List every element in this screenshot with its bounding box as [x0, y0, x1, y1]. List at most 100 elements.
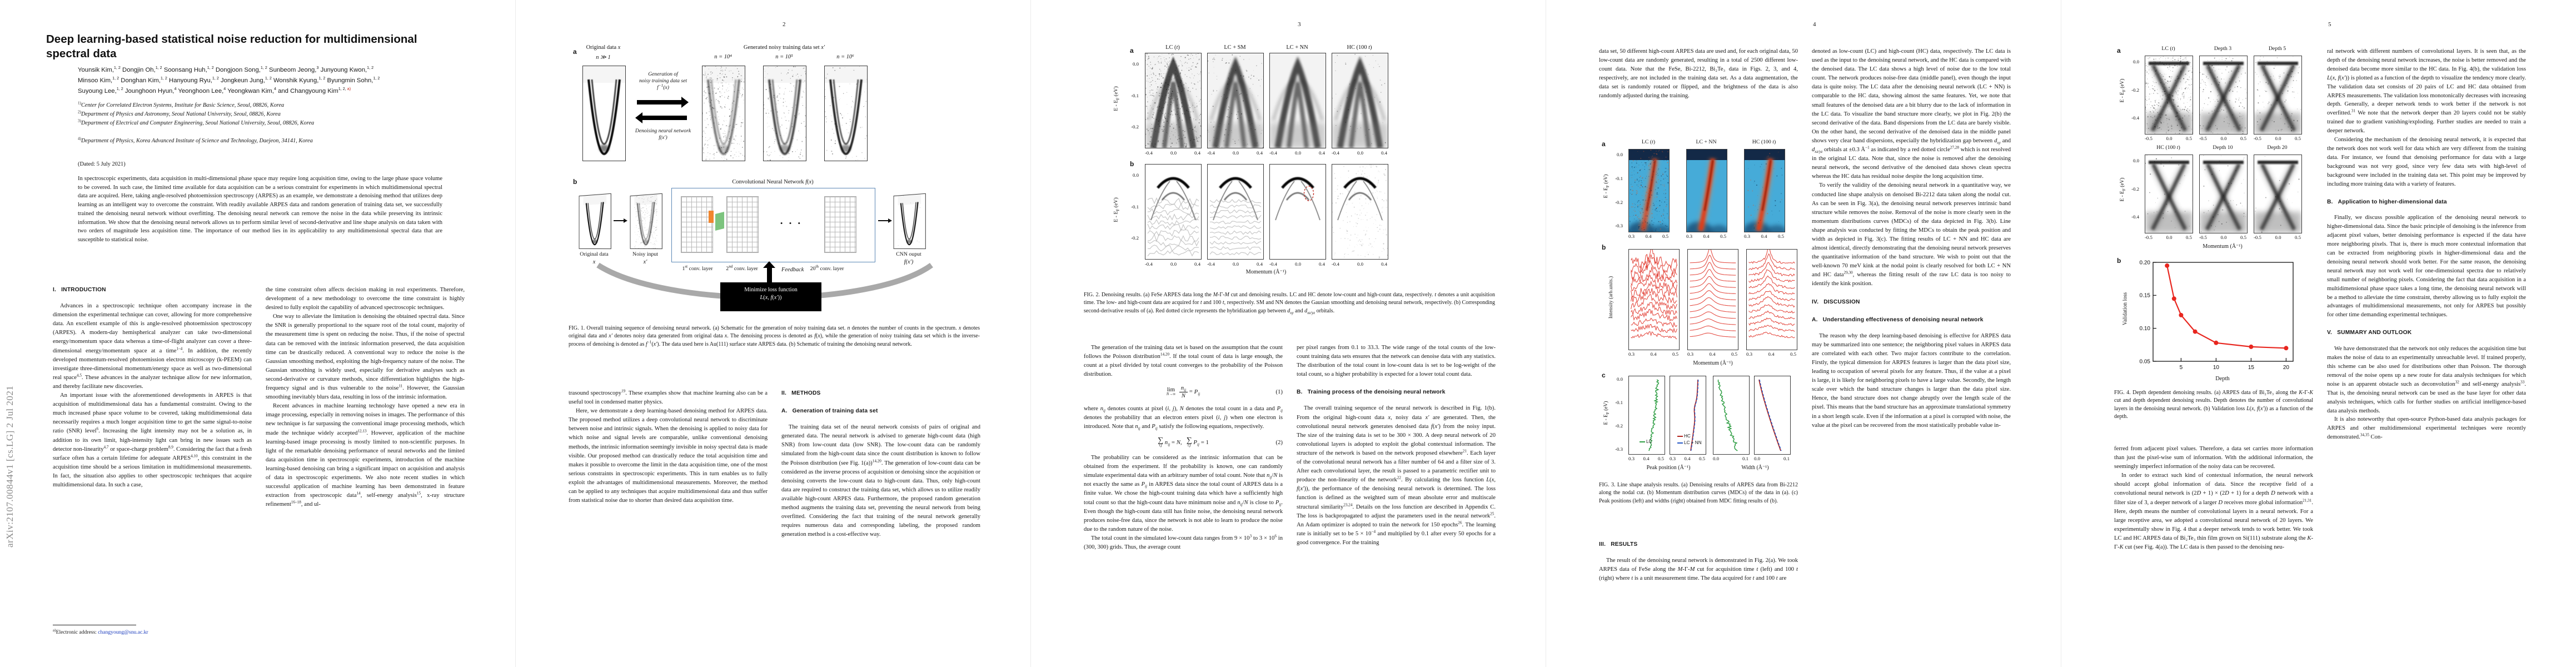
tick-label: -0.3 [1615, 222, 1623, 228]
fig3-b-panel-lcnn [1687, 249, 1738, 350]
fig2-a-xticks-4: -0.4 0.0 0.4 [1332, 150, 1387, 156]
fig2-b-xticks-2: -0.4 0.0 0.4 [1207, 261, 1263, 267]
legend-line-red [1677, 435, 1683, 437]
tick-label: 0.5 [2186, 136, 2192, 141]
tick-label: 0.5 [1672, 351, 1678, 357]
fig1-generation-label: Generation of noisy training data set f−1(… [639, 71, 687, 91]
paragraph: trasound spectroscopy19. These examples … [569, 389, 768, 406]
fig3-c-xlabel-right: Width (Å⁻¹) [1741, 465, 1769, 471]
tick-label: 0.0 [1357, 150, 1363, 156]
tick-label: -0.5 [2145, 136, 2153, 141]
paragraph: It is also noteworthy that open-source P… [2327, 416, 2526, 441]
tick-label: -0.5 [2254, 136, 2261, 141]
tick-label: -0.4 [1145, 150, 1153, 156]
column-right: the time constraint often affects decisi… [266, 286, 465, 509]
tick-label: -0.1 [1131, 203, 1139, 210]
page-number: 2 [783, 21, 786, 28]
fig4-a-depth20 [2254, 155, 2302, 233]
paragraph: ral network with different numbers of co… [2327, 48, 2526, 135]
paragraph: We have demonstrated that the network no… [2327, 346, 2527, 414]
tick-label: -0.5 [2199, 235, 2207, 240]
fig3-a-xticks-3: 0.3 0.4 0.5 [1744, 233, 1784, 239]
tick-label: 0.5 [1720, 233, 1726, 239]
fig3-b-xlabel: Momentum (Å⁻¹) [1693, 360, 1733, 366]
tick-label: 0.5 [2240, 136, 2246, 141]
fig1-b-noisy-label: Noisy input [632, 251, 658, 257]
tick-label: 0.3 [1686, 233, 1692, 239]
fig1-panel-b-label: b [573, 178, 577, 186]
fig3-a-panel-hc [1744, 149, 1785, 232]
authors-line-1: Younsik Kim,1, 2 Dongjin Oh,1, 2 Soonsan… [78, 65, 374, 73]
fig3-b-panel-lc [1628, 249, 1680, 350]
tick-label: 0.0 [2275, 235, 2281, 240]
legend-line-blue-dashed [1677, 442, 1683, 444]
fig3-c-xticks-3: 0.0 0.1 [1713, 456, 1748, 461]
page-4: 4 data set, 50 different high-count ARPE… [1546, 0, 2061, 667]
x-tick-label: 20 [2283, 365, 2290, 371]
x-tick-label: 15 [2248, 365, 2255, 371]
tick-label: 0.4 [1643, 456, 1650, 461]
fig4-a-hc [2145, 155, 2193, 233]
fig1-conv1-label: 1st conv. layer [682, 264, 713, 272]
fig3-a-title-hc: HC (100 t) [1752, 139, 1776, 145]
fig1-b-noisy-image [630, 193, 662, 250]
paragraph: denoted as low-count (LC) and high-count… [1812, 48, 2011, 180]
tick-label: 0.4 [1257, 150, 1263, 156]
paragraph: To verify the validity of the denoising … [1812, 182, 2011, 287]
tick-label: -0.2 [1615, 422, 1623, 429]
fig4-xticks-r2-1: -0.5 0.0 0.5 [2145, 235, 2192, 240]
paragraph: ferred from adjacent pixel values. There… [2114, 446, 2313, 470]
tick-label: 0.3 [1628, 351, 1635, 357]
fig4-panel-a-label: a [2117, 47, 2121, 54]
fig3-a-panel-lc [1628, 149, 1670, 232]
fig1-loss-line1: Minimize loss function [744, 287, 798, 293]
tick-label: 0.5 [2240, 235, 2246, 240]
tick-label: 0.5 [1658, 456, 1664, 461]
subsection-heading-training: B. Training process of the denoising neu… [1297, 389, 1446, 396]
tick-label: 0.4 [1319, 261, 1325, 267]
column-left: The generation of the training data set … [1084, 344, 1283, 552]
tick-label: 0.4 [1381, 261, 1387, 267]
tick-label: 0.0 [2133, 158, 2139, 164]
fig3-legend-lc: LC [1640, 439, 1652, 444]
page-number: 3 [1298, 21, 1301, 28]
paragraph: An important issue with the aforemention… [53, 392, 252, 488]
fig4-yticks-row1: 0.0 -0.2 -0.4 [2127, 56, 2141, 133]
fig3-panel-b-label: b [1602, 243, 1606, 251]
page-2: 2 a Original data x n ≫ 1 Generation of n… [515, 0, 1031, 667]
tick-label: 0.5 [1731, 351, 1737, 357]
fig3-caption: FIG. 3. Line shape analysis results. (a)… [1599, 482, 1798, 504]
tick-label: -0.1 [1615, 399, 1623, 405]
tick-label: 0.4 [1768, 351, 1775, 357]
paragraph: Considering the mechanism of the denoisi… [2327, 137, 2526, 187]
tick-label: -0.2 [2131, 87, 2139, 93]
fig4-xticks-r1-2: -0.5 0.0 0.5 [2199, 136, 2246, 141]
fig2-ylabel-row-a: E - EF (eV) [1113, 86, 1120, 111]
fig1-conv20-label: 20th conv. layer [810, 264, 844, 272]
tick-label: 0.3 [1628, 233, 1635, 239]
tick-label: 0.4 [1381, 150, 1387, 156]
tick-label: -0.4 [1269, 150, 1277, 156]
affiliation-1: 1)Center for Correlated Electron Systems… [78, 101, 285, 108]
fig1-b-fx-label: f(x′) [904, 259, 914, 265]
paragraph: The generation of the training data set … [1084, 345, 1283, 378]
fig3-c-xlabel-left: Peak position (Å⁻¹) [1646, 465, 1691, 471]
tick-label: -0.4 [1332, 261, 1339, 267]
tick-label: -0.4 [2131, 115, 2139, 121]
subsection-heading-understanding: A. Understanding effectiveness of denois… [1812, 316, 1984, 323]
tick-label: 0.4 [1194, 261, 1200, 267]
tick-label: -0.5 [2254, 235, 2261, 240]
equation-number: (1) [1275, 389, 1283, 396]
fig3-b-xticks-1: 0.3 0.4 0.5 [1628, 351, 1678, 357]
fig1-noisy-image-1e5 [763, 66, 806, 161]
tick-label: 0.3 [1670, 456, 1676, 461]
fig1-noisy-image-1e6 [824, 66, 868, 161]
section-heading-summary: V. SUMMARY AND OUTLOOK [2327, 330, 2412, 336]
footnote-email[interactable]: a)Electronic address: changyoung@snu.ac.… [53, 628, 148, 635]
fig1-conv2-label: 2nd conv. layer [726, 264, 758, 272]
column-left-top: data set, 50 different high-count ARPES … [1599, 47, 1798, 101]
y-tick-label: 0.15 [2140, 293, 2151, 299]
fig4-title-d20: Depth 20 [2267, 145, 2288, 151]
tick-label: 0.4 [1319, 150, 1325, 156]
tick-label: -0.4 [1332, 150, 1339, 156]
